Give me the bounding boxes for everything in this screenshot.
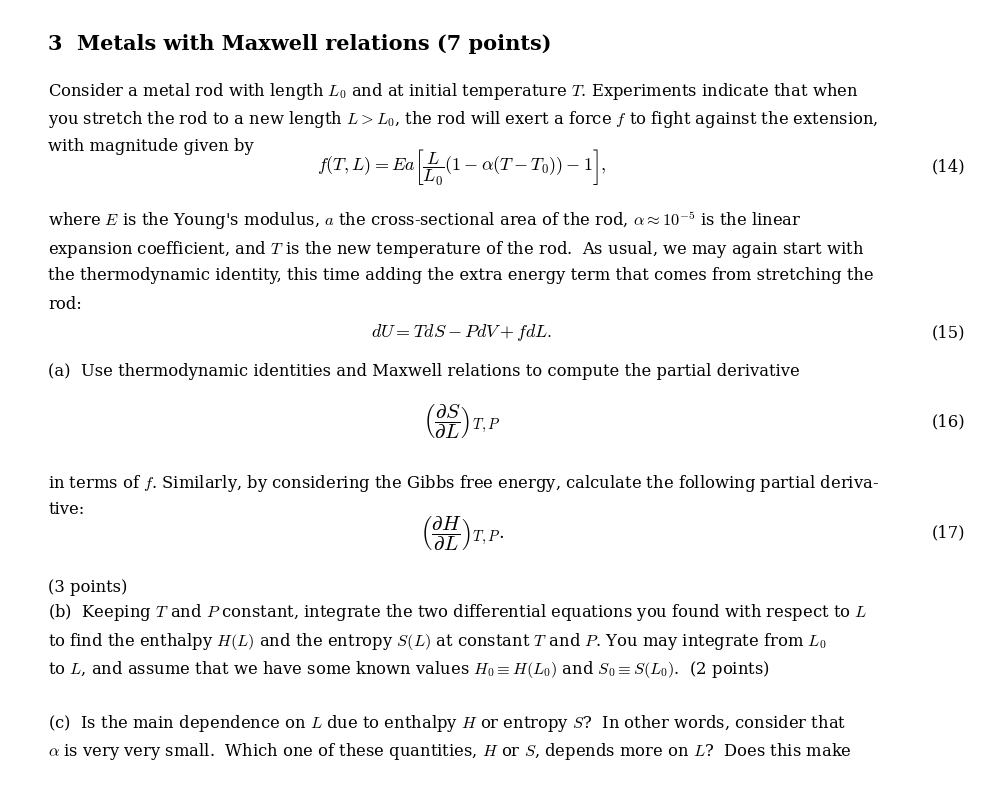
Text: (a)  Use thermodynamic identities and Maxwell relations to compute the partial d: (a) Use thermodynamic identities and Max… (48, 363, 799, 380)
Text: tive:: tive: (48, 501, 84, 519)
Text: to find the enthalpy $H(L)$ and the entropy $S(L)$ at constant $T$ and $P$. You : to find the enthalpy $H(L)$ and the entr… (48, 630, 825, 651)
Text: expansion coefficient, and $T$ is the new temperature of the rod.  As usual, we : expansion coefficient, and $T$ is the ne… (48, 239, 864, 259)
Text: $\left(\dfrac{\partial H}{\partial L}\right)_{T,P}.$: $\left(\dfrac{\partial H}{\partial L}\ri… (419, 514, 504, 553)
Text: (15): (15) (931, 324, 965, 342)
Text: 3  Metals with Maxwell relations (7 points): 3 Metals with Maxwell relations (7 point… (48, 34, 551, 54)
Text: $\left(\dfrac{\partial S}{\partial L}\right)_{T,P}$: $\left(\dfrac{\partial S}{\partial L}\ri… (422, 402, 500, 441)
Text: (17): (17) (931, 524, 965, 542)
Text: you stretch the rod to a new length $L > L_0$, the rod will exert a force $f$ to: you stretch the rod to a new length $L >… (48, 109, 878, 130)
Text: to $L$, and assume that we have some known values $H_0 \equiv H(L_0)$ and $S_0 \: to $L$, and assume that we have some kno… (48, 659, 769, 680)
Text: (16): (16) (931, 413, 965, 431)
Text: (b)  Keeping $T$ and $P$ constant, integrate the two differential equations you : (b) Keeping $T$ and $P$ constant, integr… (48, 602, 867, 623)
Text: where $E$ is the Young's modulus, $a$ the cross-sectional area of the rod, $\alp: where $E$ is the Young's modulus, $a$ th… (48, 210, 800, 232)
Text: Consider a metal rod with length $L_0$ and at initial temperature $T$. Experimen: Consider a metal rod with length $L_0$ a… (48, 81, 858, 102)
Text: (14): (14) (931, 158, 965, 176)
Text: $f(T, L) = Ea\left[\dfrac{L}{L_0}(1 - \alpha(T - T_0)) - 1\right],$: $f(T, L) = Ea\left[\dfrac{L}{L_0}(1 - \a… (317, 147, 606, 187)
Text: the thermodynamic identity, this time adding the extra energy term that comes fr: the thermodynamic identity, this time ad… (48, 267, 873, 284)
Text: in terms of $f$. Similarly, by considering the Gibbs free energy, calculate the : in terms of $f$. Similarly, by consideri… (48, 473, 879, 494)
Text: with magnitude given by: with magnitude given by (48, 138, 254, 155)
Text: rod:: rod: (48, 297, 82, 314)
Text: (c)  Is the main dependence on $L$ due to enthalpy $H$ or entropy $S$?  In other: (c) Is the main dependence on $L$ due to… (48, 713, 846, 734)
Text: (3 points): (3 points) (48, 579, 127, 596)
Text: $\alpha$ is very very small.  Which one of these quantities, $H$ or $S$, depends: $\alpha$ is very very small. Which one o… (48, 742, 852, 762)
Text: $dU = TdS - PdV + fdL.$: $dU = TdS - PdV + fdL.$ (371, 322, 552, 343)
